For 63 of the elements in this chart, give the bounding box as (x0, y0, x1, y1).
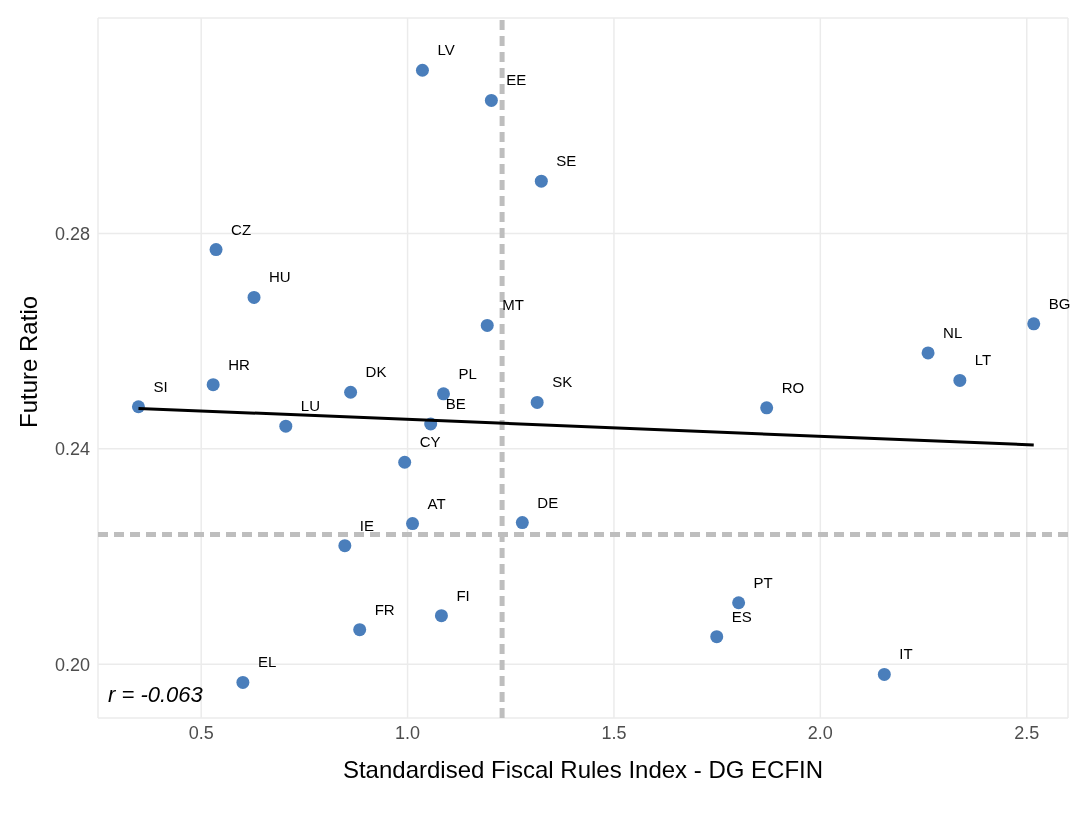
x-tick-label: 2.0 (807, 722, 833, 743)
annotation: FI (456, 586, 470, 604)
annotation: PT (753, 573, 773, 591)
point (877, 667, 891, 681)
point (398, 455, 412, 469)
x-tick-label: 1.5 (601, 722, 627, 743)
annotation: HU (269, 268, 291, 286)
point (406, 517, 420, 531)
point (209, 243, 223, 257)
annotation: DE (537, 493, 559, 511)
point (530, 395, 544, 409)
annotation: ES (731, 607, 752, 625)
annotation: SE (556, 152, 577, 170)
annotation: DK (365, 363, 387, 381)
x-tick-label: 2.5 (1014, 722, 1040, 743)
annotation: LT (974, 351, 992, 369)
point (247, 290, 261, 304)
annotation: IE (359, 516, 375, 534)
point (515, 516, 529, 530)
point (344, 385, 358, 399)
annotation: PL (458, 364, 477, 382)
point (732, 596, 746, 610)
annotation: SK (552, 373, 573, 391)
x-axis-title: Standardised Fiscal Rules Index - DG ECFIN (342, 756, 824, 783)
point (436, 387, 450, 401)
annotation: BG (1048, 294, 1071, 312)
annotation: SI (153, 377, 168, 395)
point (921, 346, 935, 360)
annotation: BE (445, 395, 466, 412)
y-tick-label: 0.20 (54, 654, 90, 675)
y-tick-label: 0.24 (54, 439, 90, 460)
y-tick-label: 0.28 (54, 223, 90, 244)
annotation: CY (419, 433, 441, 451)
annotation: IT (899, 645, 913, 663)
annotation: CZ (231, 220, 252, 238)
point (353, 623, 367, 637)
annotation: AT (427, 494, 446, 512)
point (534, 174, 548, 188)
point (710, 630, 724, 644)
annotation: LU (300, 397, 320, 415)
point (206, 378, 220, 392)
annotation: EE (506, 71, 527, 89)
annotation: RO (781, 378, 805, 396)
y-axis-title: Future Ratio (14, 295, 42, 428)
point (480, 318, 494, 332)
x-tick-label: 1.0 (395, 722, 421, 743)
point (1027, 317, 1041, 331)
annotation: r = -0.063 (108, 682, 203, 708)
point (236, 675, 250, 689)
annotation: FR (374, 600, 395, 618)
point (484, 93, 498, 107)
point (415, 63, 429, 77)
point (953, 373, 967, 387)
point (279, 419, 293, 433)
annotation: NL (943, 323, 963, 341)
annotation: HR (228, 355, 250, 373)
point (434, 609, 448, 623)
annotation: LV (437, 41, 455, 59)
x-tick-label: 0.5 (188, 722, 214, 743)
point (760, 401, 774, 415)
annotation: MT (502, 296, 524, 314)
point (338, 539, 352, 553)
annotation: EL (257, 653, 277, 671)
